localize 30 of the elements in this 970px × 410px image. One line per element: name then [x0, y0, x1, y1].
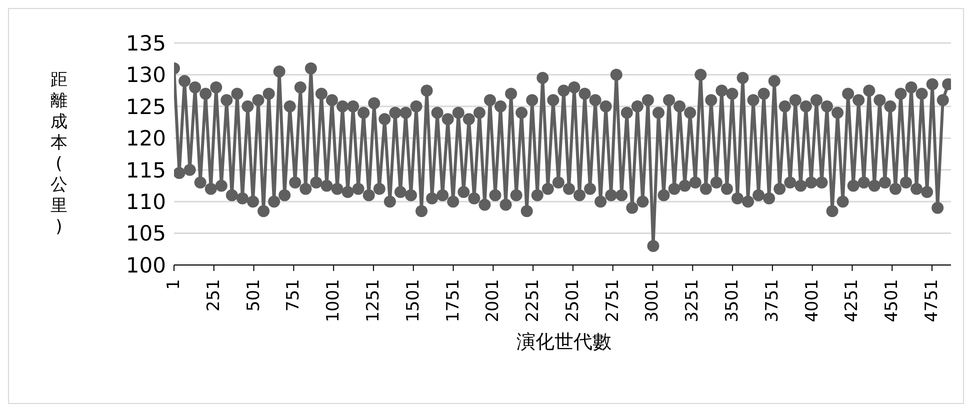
- x-tick-label: 3001: [642, 279, 663, 322]
- x-tick-label: 2751: [602, 279, 623, 322]
- y-tick-label: 135: [126, 31, 166, 56]
- y-tick-label: 130: [126, 63, 166, 88]
- y-tick-label: 105: [126, 222, 166, 246]
- y-tick-label: 110: [126, 190, 166, 214]
- x-tick-label: 2001: [483, 279, 504, 322]
- x-tick-label: 1251: [363, 279, 384, 322]
- x-tick-label: 2501: [562, 279, 583, 322]
- y-tick-label: 100: [126, 253, 166, 278]
- x-axis-title: 演化世代數: [516, 330, 612, 355]
- y-tick-label: 125: [126, 94, 166, 119]
- x-tick-label: 251: [204, 279, 224, 312]
- y-tick-label: 115: [126, 158, 166, 182]
- y-axis-title: 距離成本(公里): [50, 70, 68, 238]
- x-tick-label: 4501: [882, 279, 902, 322]
- x-tick-label: 3751: [762, 279, 782, 322]
- x-tick-label: 4251: [842, 279, 862, 322]
- y-tick-label: 120: [126, 126, 166, 151]
- x-tick-label: 751: [284, 279, 304, 312]
- x-tick-label: 3251: [682, 279, 703, 322]
- x-tick-label: 4001: [802, 279, 822, 322]
- x-tick-label: 3501: [722, 279, 743, 322]
- x-tick-label: 501: [244, 279, 264, 312]
- x-tick-label: 1: [164, 279, 184, 290]
- x-tick-label: 1001: [324, 279, 344, 322]
- x-tick-label: 1501: [403, 279, 424, 322]
- x-tick-label: 2251: [523, 279, 544, 322]
- x-tick-label: 4751: [922, 279, 942, 322]
- x-tick-label: 1751: [443, 279, 464, 322]
